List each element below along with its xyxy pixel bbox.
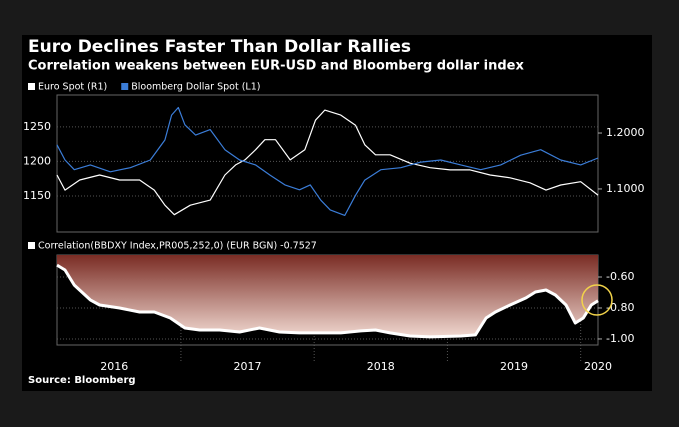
y2-tick-label: 1.2000 [606, 126, 645, 139]
x-tick-label: 2020 [584, 360, 612, 373]
y2-tick-label: 1.1000 [606, 182, 645, 195]
source: Source: Bloomberg [28, 375, 136, 386]
series-line [56, 106, 599, 216]
series-line [56, 109, 599, 216]
x-tick-label: 2016 [100, 360, 128, 373]
top-panel [56, 94, 599, 233]
y-tick-label: 1150 [23, 189, 51, 202]
x-tick-label: 2019 [500, 360, 528, 373]
series-line [56, 263, 599, 339]
y2-tick-label: -0.60 [606, 270, 634, 283]
legend-swatch [28, 242, 35, 249]
x-tick-label: 2018 [367, 360, 395, 373]
y2-tick-label: -0.80 [606, 301, 634, 314]
y2-tick-label: -1.00 [606, 332, 634, 345]
legend-label: Euro Spot (R1) [38, 82, 107, 93]
plots: 1150 1200 1250 1.1000 1.2000 Euro Spot (R1) Bl… [23, 82, 645, 374]
legend-label: Correlation(BBDXY Index,PR005,252,0) (EU… [38, 241, 317, 252]
legend-swatch [28, 83, 35, 90]
legend-swatch [121, 83, 129, 90]
x-tick-label: 2017 [234, 360, 262, 373]
chart-title: Euro Declines Faster Than Dollar Rallies [28, 37, 411, 57]
chart-subtitle: Correlation weakens between EUR-USD and … [28, 59, 524, 74]
legend-label: Bloomberg Dollar Spot (L1) [131, 82, 260, 93]
highlight-circle [581, 284, 613, 316]
y-tick-label: 1250 [23, 120, 51, 133]
area-fill [57, 255, 598, 337]
y-tick-label: 1200 [23, 154, 51, 167]
